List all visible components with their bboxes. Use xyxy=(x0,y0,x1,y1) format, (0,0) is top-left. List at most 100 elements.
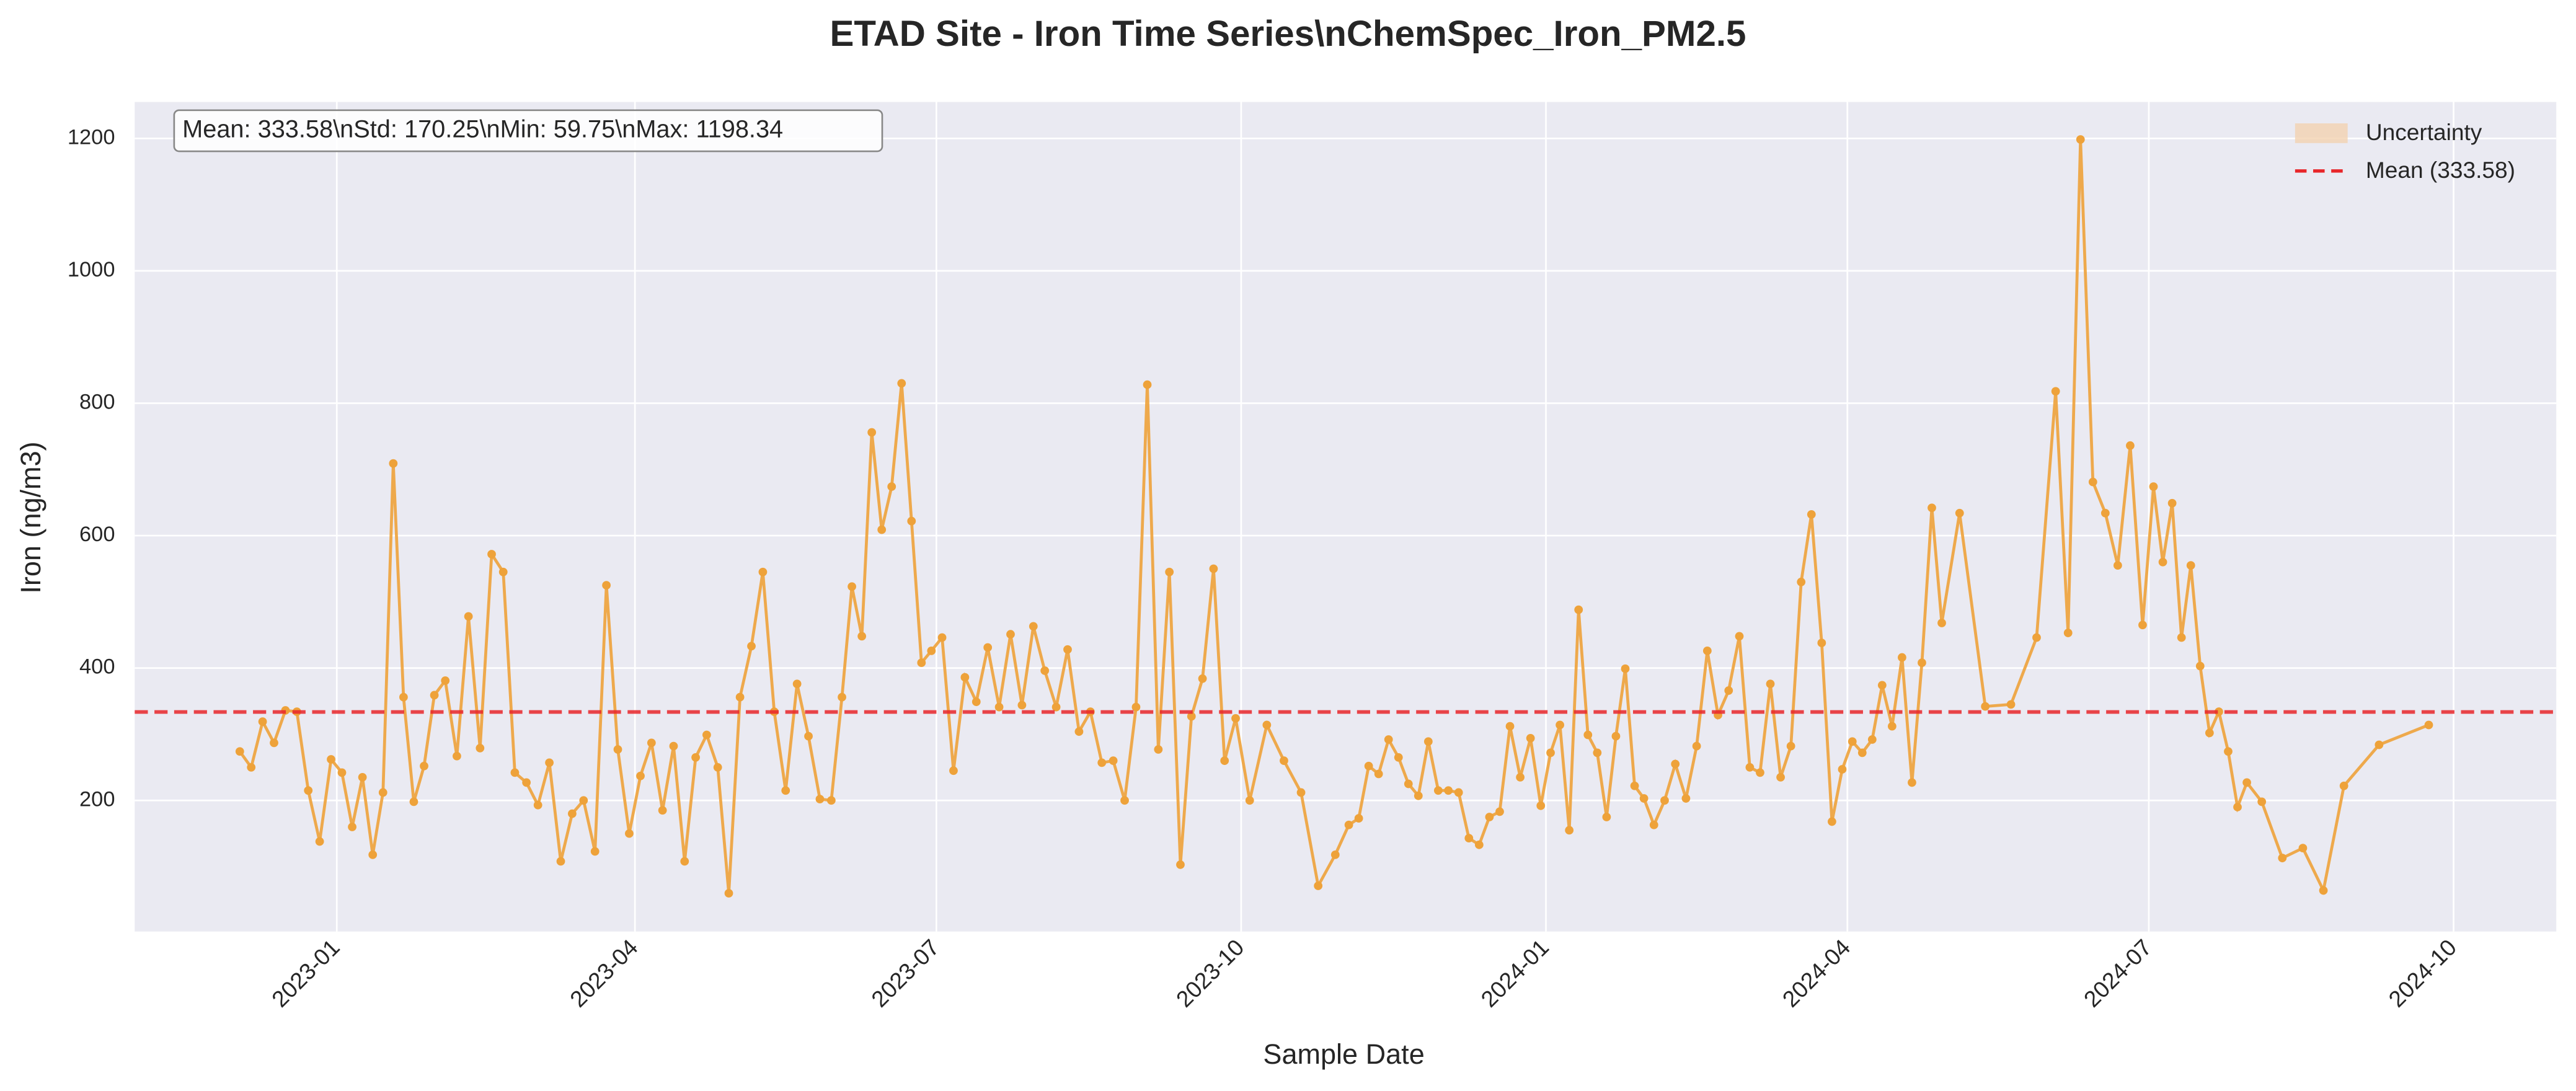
data-point xyxy=(1154,745,1163,754)
data-point xyxy=(838,692,846,702)
data-point xyxy=(1756,768,1764,777)
data-point xyxy=(1692,741,1701,751)
data-point xyxy=(857,632,867,641)
data-point xyxy=(2100,508,2110,518)
data-point xyxy=(747,642,756,651)
data-point xyxy=(937,633,947,642)
data-point xyxy=(2126,441,2135,450)
data-point xyxy=(658,806,667,815)
data-point xyxy=(2375,740,2384,749)
data-point xyxy=(1898,653,1906,662)
data-point xyxy=(625,829,634,838)
legend-patch xyxy=(2295,123,2348,143)
data-point xyxy=(235,747,244,756)
data-point xyxy=(2339,781,2348,790)
data-point xyxy=(1981,702,1990,711)
data-point xyxy=(1245,796,1254,805)
data-point xyxy=(389,459,398,468)
data-point xyxy=(399,692,408,702)
x-tick-label: 2024-10 xyxy=(2383,934,2461,1012)
data-point xyxy=(1165,567,1174,576)
y-tick-label: 1200 xyxy=(68,125,115,149)
y-tick-label: 200 xyxy=(79,787,115,811)
data-point xyxy=(2205,728,2214,738)
x-tick-label: 2023-07 xyxy=(866,934,944,1012)
data-point xyxy=(545,758,554,767)
data-point xyxy=(464,612,473,621)
data-point xyxy=(1364,761,1373,771)
data-point xyxy=(2233,803,2242,811)
data-point xyxy=(510,768,520,777)
y-tick-label: 800 xyxy=(79,391,115,414)
data-point xyxy=(1817,638,1826,647)
data-point xyxy=(2158,557,2167,567)
data-point xyxy=(1702,647,1712,655)
data-point xyxy=(1611,731,1621,741)
data-point xyxy=(2424,720,2433,730)
data-point xyxy=(949,766,958,775)
plot-area xyxy=(135,102,2557,932)
x-tick-label: 2024-04 xyxy=(1777,934,1855,1012)
data-point xyxy=(1120,796,1129,805)
data-point xyxy=(2138,621,2147,630)
data-point xyxy=(1660,796,1669,805)
data-point xyxy=(409,797,418,806)
data-point xyxy=(1526,733,1535,743)
data-point xyxy=(348,823,356,831)
data-point xyxy=(420,761,428,771)
data-point xyxy=(781,786,790,795)
data-point xyxy=(1745,762,1755,772)
data-point xyxy=(1724,686,1733,695)
data-point xyxy=(2167,498,2177,508)
data-point xyxy=(1857,748,1867,758)
data-point xyxy=(1097,758,1107,767)
data-point xyxy=(2088,477,2097,487)
data-point xyxy=(669,741,678,751)
data-point xyxy=(1593,748,1602,758)
data-point xyxy=(304,786,313,795)
data-point xyxy=(1143,380,1152,389)
data-point xyxy=(258,717,267,727)
data-point xyxy=(522,778,531,787)
data-point xyxy=(1807,510,1816,519)
data-point xyxy=(1786,741,1795,751)
data-point xyxy=(2298,844,2308,853)
data-point xyxy=(1630,781,1639,790)
data-point xyxy=(453,751,461,761)
data-point xyxy=(647,738,656,748)
data-point xyxy=(1109,756,1118,766)
data-point xyxy=(579,796,588,805)
data-point xyxy=(1296,788,1306,797)
data-point xyxy=(1344,820,1353,829)
data-point xyxy=(2278,854,2287,863)
data-point xyxy=(602,581,611,590)
data-point xyxy=(724,889,733,898)
data-point xyxy=(1176,860,1185,869)
data-point xyxy=(1495,807,1504,816)
data-point xyxy=(1220,756,1229,766)
data-point xyxy=(1314,881,1323,890)
x-tick-label: 2023-01 xyxy=(267,934,345,1012)
data-point xyxy=(636,771,645,780)
data-point xyxy=(1187,712,1196,721)
data-point xyxy=(2257,797,2267,806)
marks xyxy=(135,135,2557,898)
data-point xyxy=(1433,786,1443,795)
data-point xyxy=(2063,629,2073,637)
data-point xyxy=(1040,666,1050,675)
data-point xyxy=(2113,561,2122,570)
data-point xyxy=(1505,722,1515,731)
data-point xyxy=(804,731,813,741)
data-point xyxy=(2006,700,2016,709)
data-point xyxy=(1394,753,1403,762)
x-tick-label: 2024-07 xyxy=(2079,934,2157,1012)
data-point xyxy=(533,800,542,810)
stats-box xyxy=(173,109,883,152)
data-point xyxy=(1131,702,1141,712)
data-point xyxy=(358,772,367,782)
data-point xyxy=(758,567,768,576)
data-point xyxy=(897,379,906,388)
data-point xyxy=(867,428,877,437)
data-point xyxy=(1583,730,1593,740)
data-point xyxy=(1828,817,1836,826)
